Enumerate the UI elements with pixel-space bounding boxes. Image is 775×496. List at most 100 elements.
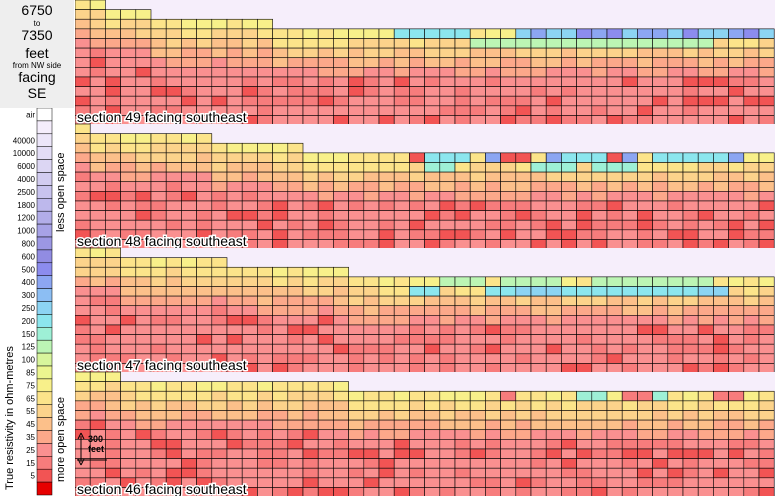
resistivity-cell	[105, 419, 121, 431]
resistivity-cell	[500, 467, 517, 479]
resistivity-cell	[378, 305, 395, 316]
resistivity-cell	[713, 57, 729, 68]
resistivity-cell	[211, 266, 228, 278]
resistivity-cell	[545, 191, 562, 202]
resistivity-cell	[165, 18, 182, 30]
resistivity-cell	[500, 286, 517, 297]
resistivity-cell	[515, 67, 532, 78]
resistivity-cell	[454, 400, 471, 411]
resistivity-cell	[621, 229, 638, 240]
resistivity-cell	[652, 429, 669, 440]
resistivity-cell	[226, 400, 243, 411]
facing-word: facing	[18, 69, 56, 85]
resistivity-cell	[89, 315, 106, 326]
resistivity-cell	[89, 162, 106, 173]
legend-tick-label: 55	[26, 407, 35, 416]
resistivity-cell	[196, 334, 213, 345]
resistivity-cell	[226, 295, 243, 307]
resistivity-cell	[591, 467, 608, 479]
resistivity-cell	[165, 200, 182, 211]
resistivity-cell	[439, 38, 456, 49]
resistivity-cell	[287, 400, 304, 411]
resistivity-cell	[196, 467, 213, 479]
resistivity-cell	[545, 487, 562, 496]
resistivity-cell	[226, 76, 243, 87]
resistivity-cell	[393, 57, 410, 68]
resistivity-cell	[165, 343, 182, 355]
resistivity-cell	[257, 219, 273, 231]
resistivity-cell	[89, 133, 106, 144]
resistivity-cell	[409, 115, 425, 126]
resistivity-cell	[363, 105, 380, 116]
resistivity-cell	[454, 28, 471, 39]
resistivity-cell	[181, 381, 197, 392]
resistivity-cell	[621, 67, 638, 78]
resistivity-cell	[652, 315, 669, 326]
resistivity-cell	[226, 95, 243, 107]
resistivity-cell	[697, 324, 714, 335]
resistivity-cell	[196, 324, 213, 335]
resistivity-cell	[89, 257, 106, 268]
resistivity-cell	[469, 57, 486, 68]
resistivity-cell	[226, 334, 243, 345]
resistivity-cell	[424, 229, 441, 240]
resistivity-cell	[561, 324, 577, 335]
resistivity-cell	[621, 400, 638, 411]
resistivity-cell	[530, 353, 547, 364]
resistivity-cell	[75, 276, 91, 287]
resistivity-cell	[545, 171, 562, 183]
resistivity-cell	[120, 276, 137, 287]
resistivity-cell	[272, 95, 289, 107]
resistivity-cell	[378, 334, 395, 345]
resistivity-cell	[105, 47, 121, 59]
resistivity-cell	[606, 219, 623, 231]
resistivity-cell	[211, 200, 228, 211]
resistivity-cell	[135, 467, 152, 479]
resistivity-cell	[713, 458, 729, 469]
resistivity-cell	[758, 229, 775, 240]
resistivity-cell	[120, 57, 137, 68]
resistivity-cell	[272, 429, 289, 440]
resistivity-cell	[728, 191, 745, 202]
resistivity-cell	[302, 152, 319, 163]
resistivity-cell	[637, 458, 653, 469]
legend-tick-label: 1000	[17, 227, 35, 236]
resistivity-cell	[393, 219, 410, 231]
legend-tick-label: 85	[26, 368, 35, 377]
resistivity-cell	[165, 162, 182, 173]
resistivity-cell	[150, 210, 167, 221]
resistivity-cell	[454, 47, 471, 59]
resistivity-cell	[576, 487, 593, 496]
resistivity-cell	[621, 86, 638, 97]
resistivity-cell	[287, 305, 304, 316]
resistivity-cell	[424, 410, 441, 421]
resistivity-cell	[530, 487, 547, 496]
resistivity-cell	[424, 115, 441, 126]
resistivity-cell	[530, 448, 547, 459]
resistivity-cell	[317, 239, 334, 250]
resistivity-cell	[105, 429, 121, 440]
resistivity-cell	[545, 295, 562, 307]
resistivity-cell	[135, 400, 152, 411]
resistivity-cell	[469, 363, 486, 374]
resistivity-cell	[758, 47, 775, 59]
resistivity-cell	[241, 467, 258, 479]
resistivity-cell	[317, 200, 334, 211]
resistivity-cell	[196, 95, 213, 107]
resistivity-cell	[637, 410, 653, 421]
resistivity-cell	[287, 171, 304, 183]
resistivity-cell	[89, 181, 106, 192]
resistivity-cell	[713, 239, 729, 250]
resistivity-cell	[682, 191, 699, 202]
resistivity-cell	[500, 28, 517, 39]
resistivity-cell	[257, 324, 273, 335]
resistivity-cell	[621, 458, 638, 469]
resistivity-cell	[409, 152, 425, 163]
resistivity-cell	[728, 95, 745, 107]
resistivity-cell	[454, 76, 471, 87]
resistivity-cell	[545, 57, 562, 68]
resistivity-cell	[257, 410, 273, 421]
resistivity-cell	[637, 419, 653, 431]
resistivity-cell	[287, 439, 304, 450]
resistivity-cell	[561, 162, 577, 173]
